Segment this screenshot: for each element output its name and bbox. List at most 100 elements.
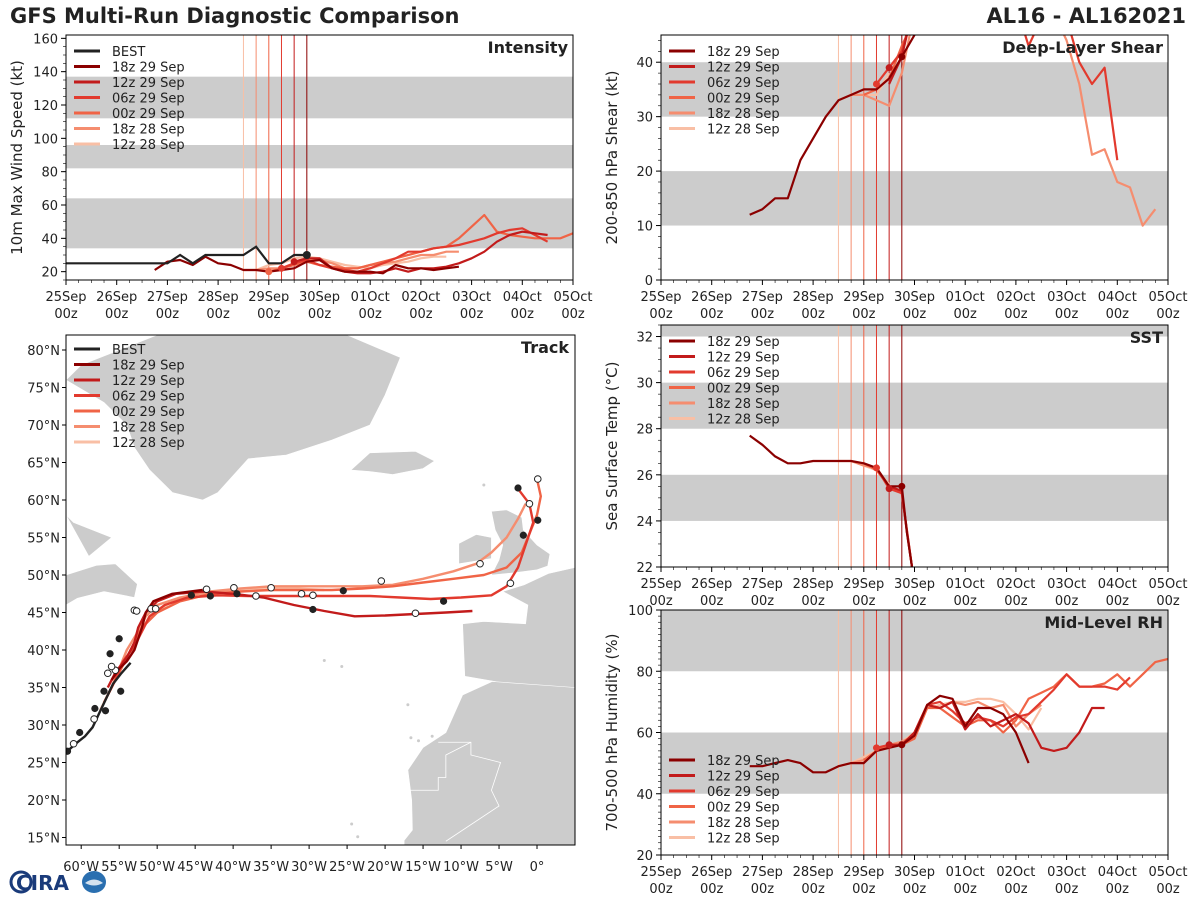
sst-legend-label: 06z 29 Sep	[707, 366, 780, 381]
track-open-dot	[411, 609, 420, 618]
intensity-legend-label: BEST	[112, 45, 145, 60]
intensity-y-tick-label: 140	[33, 66, 58, 81]
shear-x-tick-hour: 00z	[1106, 307, 1130, 322]
track-best-dot	[66, 747, 72, 755]
rh-y-tick-label: 100	[628, 604, 653, 619]
border-line	[407, 741, 472, 791]
shear-legend-label: 12z 28 Sep	[707, 123, 780, 138]
rh-legend-label: 00z 29 Sep	[707, 801, 780, 816]
track-open-dot	[297, 589, 306, 598]
shear-x-tick-hour: 00z	[852, 307, 876, 322]
intensity-legend-label: 12z 29 Sep	[112, 76, 185, 91]
track-open-dot	[476, 559, 484, 568]
rh-x-tick-hour: 00z	[700, 882, 724, 897]
track-panel: 15°N 20°N 25°N 30°N 35°N 40°N 45°N 50°N 55°N 60°N…	[27, 334, 576, 875]
intensity-x-tick-hour: 00z	[561, 307, 585, 322]
track-filled-dot	[206, 592, 214, 600]
sst-run-dot	[898, 482, 906, 490]
island-shape	[482, 483, 486, 487]
track-open-dot	[267, 583, 275, 592]
shear-run-dot	[885, 64, 893, 72]
intensity-x-tick-hour: 00z	[105, 307, 129, 322]
rh-x-tick-hour: 00z	[903, 882, 927, 897]
sst-x-tick-hour: 00z	[903, 594, 927, 609]
rh-x-tick-label: 01Oct	[946, 865, 985, 880]
track-open-dot	[377, 577, 386, 585]
track-lat-label: 45°N	[27, 607, 60, 622]
track-open-dot	[230, 583, 238, 592]
track-legend-label: 18z 28 Sep	[112, 421, 185, 436]
track-best-dot	[100, 687, 108, 695]
intensity-y-tick-label: 80	[41, 166, 58, 181]
rh-legend-label: 12z 29 Sep	[707, 770, 780, 785]
iceland-shape	[350, 450, 436, 475]
track-legend-label: 18z 29 Sep	[112, 359, 185, 374]
island-shape	[417, 739, 421, 743]
shear-legend-label: 06z 29 Sep	[707, 76, 780, 91]
island-shape	[356, 835, 360, 839]
rh-band	[661, 732, 1168, 794]
sst-x-tick-hour: 00z	[751, 594, 775, 609]
track-filled-dot	[534, 516, 542, 524]
rh-legend-label: 12z 28 Sep	[707, 832, 780, 847]
shear-x-tick-label: 28Sep	[793, 290, 834, 305]
shear-x-tick-label: 27Sep	[742, 290, 783, 305]
rh-panel-title: Mid-Level RH	[1044, 613, 1163, 632]
sst-x-tick-hour: 00z	[954, 594, 978, 609]
sst-legend-label: 00z 29 Sep	[707, 382, 780, 397]
intensity-x-tick-hour: 00z	[409, 307, 433, 322]
sst-x-tick-hour: 00z	[649, 594, 673, 609]
intensity-legend-label: 00z 29 Sep	[112, 107, 185, 122]
track-plot-area	[66, 335, 575, 845]
logo-text: CIRA	[16, 871, 70, 895]
track-lat-label: 70°N	[27, 419, 60, 434]
intensity-panel-title: Intensity	[488, 38, 569, 57]
intensity-x-tick-hour: 00z	[54, 307, 78, 322]
sst-x-tick-hour: 00z	[1055, 594, 1079, 609]
track-lon-label: 0°	[530, 860, 545, 875]
rh-x-tick-label: 28Sep	[793, 865, 834, 880]
shear-y-tick-label: 0	[645, 274, 653, 289]
track-open-dot	[132, 607, 141, 615]
island-shape	[409, 736, 413, 740]
shear-x-tick-hour: 00z	[1156, 307, 1180, 322]
rh-legend-label: 06z 29 Sep	[707, 785, 780, 800]
intensity-band	[66, 145, 573, 169]
shear-x-tick-label: 02Oct	[996, 290, 1035, 305]
sst-run-dot	[872, 464, 880, 472]
shear-x-tick-hour: 00z	[751, 307, 775, 322]
sst-panel: 22 24 26 28 30 32 25Sep 00z 26Sep 00z 27Sep 00z 28Se…	[603, 324, 1188, 609]
track-best-open-dot	[69, 739, 78, 748]
track-filled-dot	[115, 635, 123, 643]
track-filled-dot	[339, 587, 347, 595]
intensity-x-tick-hour: 00z	[460, 307, 484, 322]
track-open-dot	[107, 662, 116, 671]
shear-x-tick-label: 03Oct	[1047, 290, 1086, 305]
track-lat-label: 65°N	[27, 457, 60, 472]
sst-y-tick-label: 28	[636, 423, 653, 438]
track-filled-dot	[439, 597, 448, 605]
shear-panel-title: Deep-Layer Shear	[1002, 38, 1163, 57]
rh-x-tick-hour: 00z	[751, 882, 775, 897]
rh-x-tick-hour: 00z	[801, 882, 825, 897]
sst-band	[661, 474, 1168, 521]
shear-x-tick-label: 04Oct	[1098, 290, 1137, 305]
sst-x-tick-label: 04Oct	[1098, 577, 1137, 592]
intensity-run-dot	[290, 258, 298, 266]
intensity-legend-label: 06z 29 Sep	[112, 92, 185, 107]
track-lon-label: 20°W	[367, 860, 403, 875]
intensity-x-tick-label: 26Sep	[96, 290, 137, 305]
intensity-x-tick-label: 29Sep	[248, 290, 289, 305]
track-lat-label: 15°N	[27, 832, 60, 847]
rh-x-tick-hour: 00z	[649, 882, 673, 897]
intensity-best-dot	[302, 251, 311, 259]
rh-legend-label: 18z 28 Sep	[707, 816, 780, 831]
shear-x-tick-hour: 00z	[801, 307, 825, 322]
track-lon-label: 45°W	[177, 860, 213, 875]
shear-series-line	[749, 35, 916, 216]
track-lat-label: 80°N	[27, 344, 60, 359]
